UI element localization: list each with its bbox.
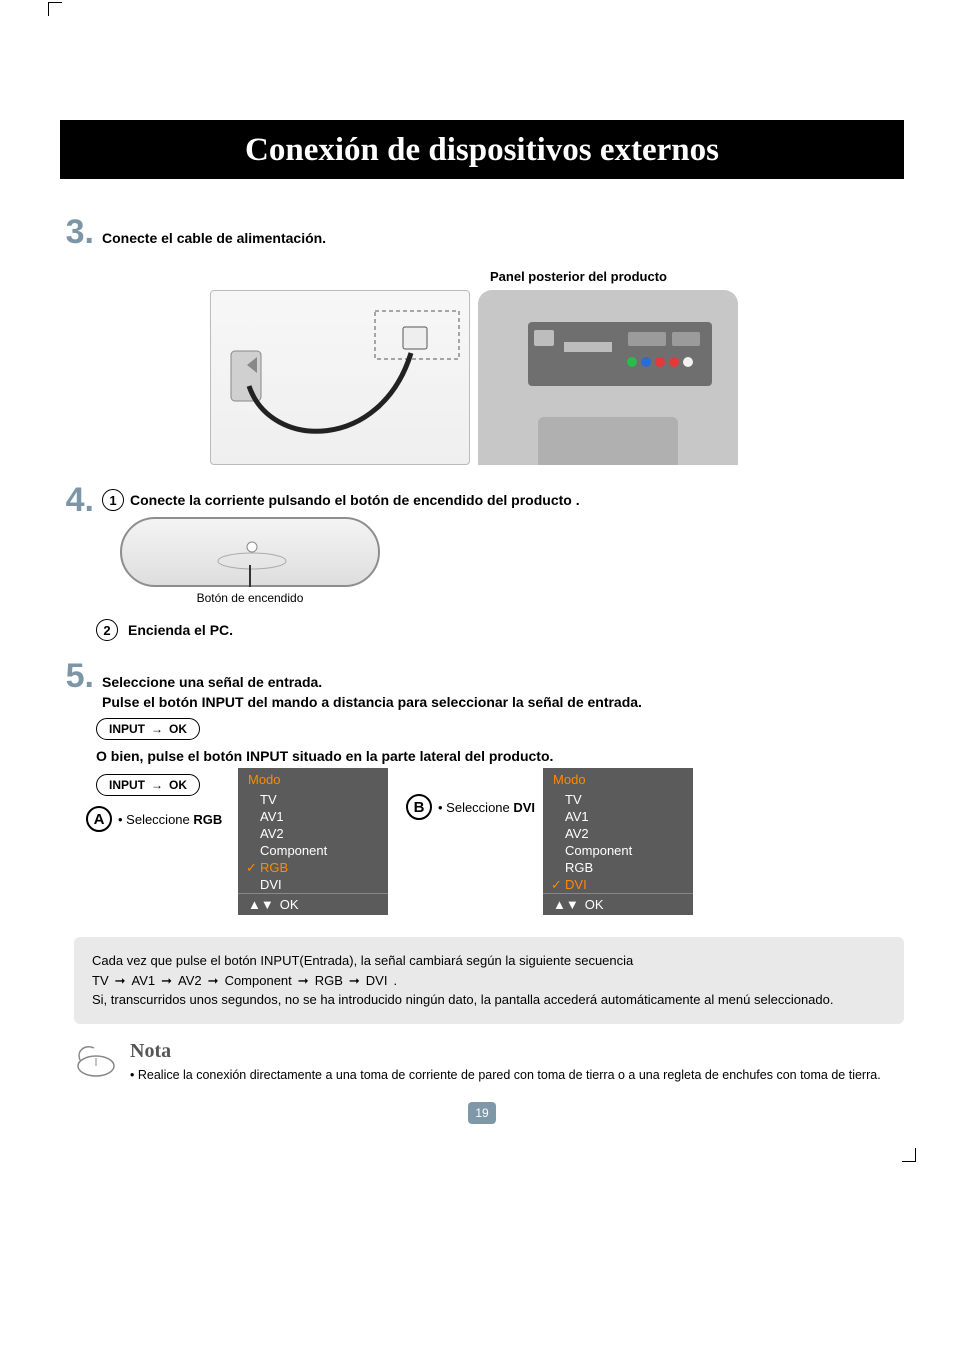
option-a-letter: A <box>86 806 112 832</box>
mode-b-item: Component <box>543 842 693 859</box>
step-4: 4. 1 Conecte la corriente pulsando el bo… <box>60 483 904 641</box>
power-button-diagram: Botón de encendido <box>120 517 380 605</box>
info-line1: Cada vez que pulse el botón INPUT(Entrad… <box>92 951 886 971</box>
pill-input-label: INPUT <box>109 722 145 736</box>
step-5: 5. Seleccione una señal de entrada. Puls… <box>60 659 904 915</box>
page-number: 19 <box>468 1102 496 1124</box>
option-a-bold: RGB <box>193 812 222 827</box>
rear-panel-ports <box>528 322 712 386</box>
step-4-number: 4. <box>60 483 94 517</box>
rear-panel-label: Panel posterior del producto <box>490 269 904 284</box>
arrow-right-icon: ➞ <box>208 971 219 991</box>
info-line2: Si, transcurridos unos segundos, no se h… <box>92 990 886 1010</box>
arrow-right-icon: → <box>151 722 163 736</box>
note-section: Nota Realice la conexión directamente a … <box>74 1040 904 1085</box>
mode-menu-b: Modo TV AV1 AV2 Component RGB DVI ▲▼ OK <box>543 768 693 915</box>
device-top-view <box>120 517 380 587</box>
step-3: 3. Conecte el cable de alimentación. Pan… <box>60 215 904 465</box>
seq-item: Component <box>225 971 292 991</box>
page-title: Conexión de dispositivos externos <box>245 132 719 168</box>
option-a-prefix: • Seleccione <box>118 812 193 827</box>
step-5-line2: Pulse el botón INPUT del mando a distanc… <box>102 693 642 713</box>
mode-a-item: TV <box>238 791 388 808</box>
step-5-number: 5. <box>60 659 94 693</box>
option-b-label: • Seleccione DVI <box>438 800 535 815</box>
page-title-banner: Conexión de dispositivos externos <box>60 120 904 179</box>
seq-item: TV <box>92 971 109 991</box>
step-4-sub1-number: 1 <box>102 489 124 511</box>
mode-a-item: AV1 <box>238 808 388 825</box>
step-3-number: 3. <box>60 215 94 249</box>
updown-icon: ▲▼ <box>248 897 274 912</box>
mode-a-item: DVI <box>238 876 388 893</box>
input-sequence: TV➞ AV1➞ AV2➞ Component➞ RGB➞ DVI. <box>92 971 397 991</box>
mode-menu-a: Modo TV AV1 AV2 Component RGB DVI ▲▼ OK <box>238 768 388 915</box>
mode-b-item: AV2 <box>543 825 693 842</box>
rear-panel-diagram <box>478 290 738 465</box>
mode-b-item: RGB <box>543 859 693 876</box>
step-4-sub2-number: 2 <box>96 619 118 641</box>
mode-a-ok: OK <box>280 897 299 912</box>
mode-a-item: AV2 <box>238 825 388 842</box>
arrow-right-icon: ➞ <box>161 971 172 991</box>
pill-ok-label-2: OK <box>169 778 187 792</box>
arrow-right-icon: ➞ <box>115 971 126 991</box>
mode-b-footer: ▲▼ OK <box>543 893 693 915</box>
arrow-right-icon: ➞ <box>298 971 309 991</box>
step-5-line1: Seleccione una señal de entrada. <box>102 673 642 693</box>
info-box: Cada vez que pulse el botón INPUT(Entrad… <box>74 937 904 1024</box>
rear-panel-stand <box>538 417 678 465</box>
power-cord-diagram <box>210 290 470 465</box>
mode-a-item-selected: RGB <box>238 859 388 876</box>
mode-a-item: Component <box>238 842 388 859</box>
option-a-label: • Seleccione RGB <box>118 812 222 827</box>
arrow-right-icon: → <box>151 778 163 792</box>
option-b-prefix: • Seleccione <box>438 800 513 815</box>
mode-b-item: AV1 <box>543 808 693 825</box>
step-4-sub2-text: Encienda el PC. <box>128 622 233 638</box>
updown-icon: ▲▼ <box>553 897 579 912</box>
power-button-label: Botón de encendido <box>120 591 380 605</box>
mode-b-item-selected: DVI <box>543 876 693 893</box>
mode-b-item: TV <box>543 791 693 808</box>
seq-item: AV2 <box>178 971 202 991</box>
option-b-bold: DVI <box>513 800 535 815</box>
seq-item: AV1 <box>132 971 156 991</box>
option-b-letter: B <box>406 794 432 820</box>
arrow-right-icon: ➞ <box>349 971 360 991</box>
power-cord-svg <box>211 291 471 466</box>
step-3-text: Conecte el cable de alimentación. <box>102 229 326 249</box>
note-text: Realice la conexión directamente a una t… <box>130 1067 881 1085</box>
step-3-diagrams <box>210 290 904 465</box>
mode-a-header: Modo <box>238 768 388 791</box>
step-5-alt-text: O bien, pulse el botón INPUT situado en … <box>96 748 904 764</box>
mouse-icon <box>74 1040 118 1080</box>
pill-input-label-2: INPUT <box>109 778 145 792</box>
mode-b-ok: OK <box>585 897 604 912</box>
seq-item: RGB <box>315 971 343 991</box>
mode-a-footer: ▲▼ OK <box>238 893 388 915</box>
crop-mark-bottom-right <box>902 1148 916 1162</box>
crop-mark-top-left <box>48 2 62 16</box>
pill-ok-label: OK <box>169 722 187 736</box>
note-title: Nota <box>130 1040 881 1063</box>
input-ok-pill-side: INPUT → OK <box>96 774 200 796</box>
mode-b-header: Modo <box>543 768 693 791</box>
step-4-sub1-text: Conecte la corriente pulsando el botón d… <box>130 492 580 508</box>
seq-item: DVI <box>366 971 388 991</box>
input-ok-pill-remote: INPUT → OK <box>96 718 200 740</box>
